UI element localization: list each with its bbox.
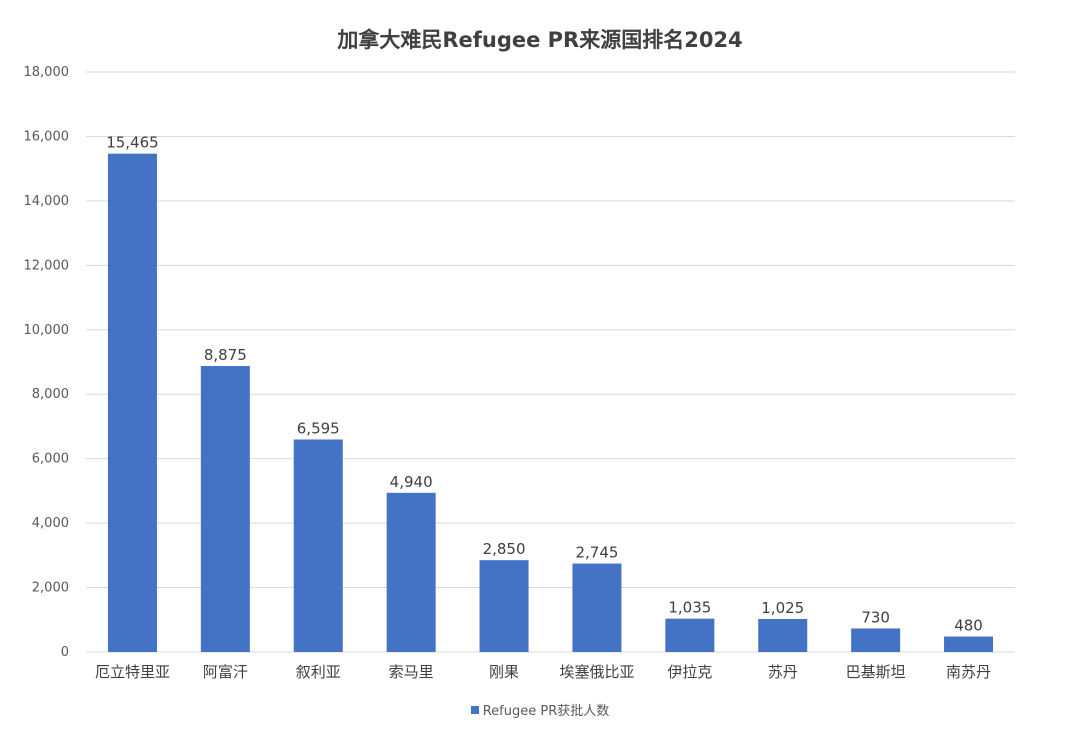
bar <box>293 439 343 652</box>
y-tick-label: 14,000 <box>24 194 70 209</box>
bar <box>200 366 250 652</box>
data-label: 480 <box>954 617 983 635</box>
y-tick-label: 18,000 <box>24 65 70 80</box>
data-label: 6,595 <box>297 419 340 437</box>
x-category-label: 南苏丹 <box>946 663 991 681</box>
chart-title: 加拿大难民Refugee PR来源国排名2024 <box>337 28 743 52</box>
data-label: 15,465 <box>106 134 159 152</box>
data-label: 2,850 <box>483 540 526 558</box>
bar <box>479 560 529 652</box>
y-tick-label: 8,000 <box>32 387 69 402</box>
data-label: 730 <box>861 608 890 626</box>
data-label: 1,035 <box>668 599 711 617</box>
y-tick-label: 4,000 <box>32 516 69 531</box>
data-label: 1,025 <box>761 599 804 617</box>
data-label: 4,940 <box>390 473 433 491</box>
y-tick-label: 0 <box>61 645 69 660</box>
x-category-label: 索马里 <box>389 663 434 681</box>
bar <box>758 618 808 652</box>
y-tick-label: 16,000 <box>24 129 70 144</box>
x-category-label: 阿富汗 <box>203 663 248 681</box>
bar <box>944 636 994 652</box>
x-category-label: 叙利亚 <box>296 663 341 681</box>
x-category-label: 厄立特里亚 <box>95 663 170 681</box>
x-category-label: 伊拉克 <box>667 663 712 681</box>
bar <box>386 492 436 652</box>
y-tick-label: 6,000 <box>32 452 69 467</box>
x-category-label: 刚果 <box>489 663 519 681</box>
legend-label: Refugee PR获批人数 <box>482 704 610 719</box>
y-tick-label: 10,000 <box>24 323 70 338</box>
x-category-label: 埃塞俄比亚 <box>559 663 634 681</box>
y-tick-label: 12,000 <box>24 258 70 273</box>
bar <box>572 563 622 652</box>
bar <box>851 628 901 652</box>
data-label: 2,745 <box>575 544 618 562</box>
x-category-label: 苏丹 <box>768 663 798 681</box>
legend-swatch <box>470 705 479 714</box>
x-category-label: 巴基斯坦 <box>846 663 906 681</box>
legend: Refugee PR获批人数 <box>0 700 1080 719</box>
y-tick-label: 2,000 <box>32 581 69 596</box>
bar <box>665 618 715 652</box>
bar <box>107 153 157 652</box>
data-label: 8,875 <box>204 346 247 364</box>
